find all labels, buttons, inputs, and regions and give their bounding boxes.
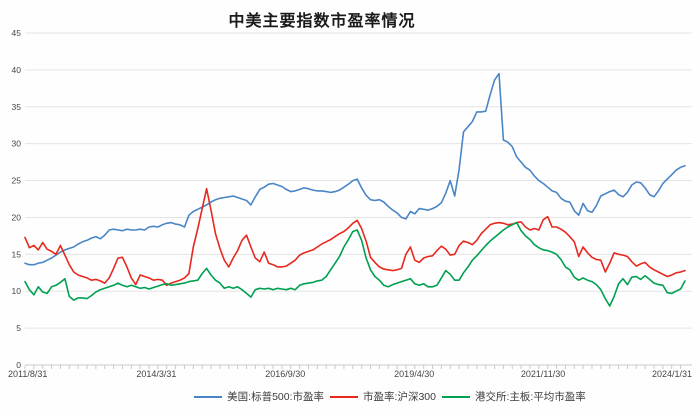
y-tick-label-10: 10 — [12, 286, 22, 296]
x-tick-label-0: 2011/8/31 — [8, 369, 47, 379]
series-line-0 — [24, 72, 686, 266]
legend-item-sp500[interactable]: 美国:标普500:市盈率 — [194, 389, 324, 404]
chart-legend: 美国:标普500:市盈率 市盈率:沪深300 港交所:主板:平均市盈率 — [40, 389, 700, 404]
x-tick-label-2: 2016/9/30 — [265, 369, 305, 379]
legend-item-hkex[interactable]: 港交所:主板:平均市盈率 — [441, 389, 586, 404]
series-line-1 — [24, 187, 686, 287]
plot-area: 0 5 10 15 20 25 30 35 40 45 2011/8/31 2014/3/31 2016… — [8, 28, 692, 379]
y-tick-label-40: 40 — [12, 65, 22, 75]
y-tick-label-15: 15 — [12, 249, 22, 259]
x-tick-label-1: 2014/3/31 — [136, 369, 176, 379]
legend-item-csi300[interactable]: 市盈率:沪深300 — [330, 389, 436, 404]
legend-label-sp500: 美国:标普500:市盈率 — [227, 391, 325, 403]
y-tick-label-35: 35 — [12, 102, 22, 112]
x-tick-label-3: 2019/4/30 — [394, 369, 434, 379]
y-tick-label-0: 0 — [16, 360, 21, 370]
y-tick-label-5: 5 — [16, 323, 21, 333]
y-tick-label-45: 45 — [12, 28, 22, 38]
x-tick-label-4: 2021/11/30 — [521, 369, 565, 379]
csi300-line-swatch — [330, 395, 359, 398]
y-tick-label-25: 25 — [12, 176, 22, 186]
series-line-2 — [24, 221, 686, 307]
legend-label-csi300: 市盈率:沪深300 — [363, 391, 436, 403]
y-tick-label-30: 30 — [12, 139, 22, 149]
chart-title: 中美主要指数市盈率情况 — [228, 13, 416, 30]
legend-label-hkex: 港交所:主板:平均市盈率 — [474, 391, 586, 403]
sp500-line-swatch — [194, 395, 223, 398]
x-tick-label-5: 2024/1/31 — [652, 369, 692, 379]
y-tick-label-20: 20 — [12, 212, 22, 222]
hkex-line-swatch — [441, 395, 470, 398]
